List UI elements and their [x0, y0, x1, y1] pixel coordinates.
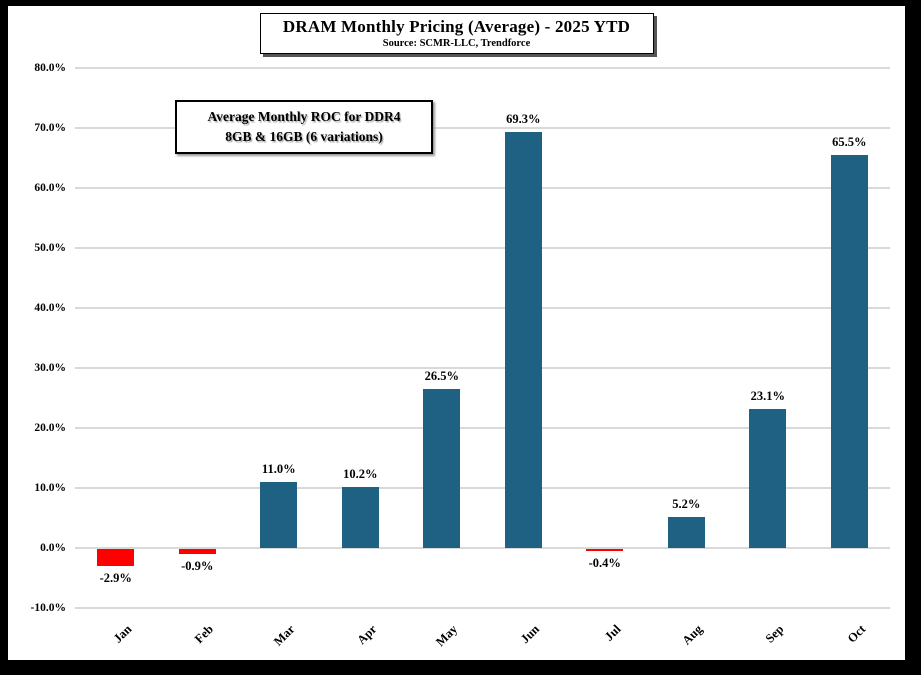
bar-aug: [667, 516, 705, 548]
gridline-30.0%: [75, 367, 890, 369]
chart-title: DRAM Monthly Pricing (Average) - 2025 YT…: [282, 17, 631, 36]
bar-oct: [830, 155, 868, 548]
plot-area: -10.0% 0.0% 10.0% 20.0% 30.0% 40.0% 50.0% 60.0%…: [8, 6, 905, 660]
bar-sep: [749, 409, 787, 548]
gridline-40.0%: [75, 307, 890, 309]
xtick-label-mar: Mar: [271, 622, 298, 649]
gridline-20.0%: [75, 427, 890, 429]
xtick-label-jun: Jun: [517, 622, 543, 647]
xtick-label-oct: Oct: [844, 622, 869, 646]
bar-value-label-oct: 65.5%: [832, 135, 867, 149]
ytick-label: 40.0%: [34, 302, 66, 314]
xtick-label-jul: Jul: [601, 622, 624, 644]
xtick-label-may: May: [433, 622, 461, 650]
bar-value-label-jun: 69.3%: [506, 112, 541, 127]
chart-source: Source: SCMR-LLC, Trendforce: [382, 38, 531, 49]
bar-value-label-jan: -2.9%: [99, 571, 132, 586]
gridline--10.0%: [75, 607, 890, 609]
ytick-label: 10.0%: [34, 482, 66, 494]
ytick-label: 30.0%: [34, 362, 66, 374]
xtick-label-feb: Feb: [192, 622, 217, 647]
bar-jun: [504, 132, 542, 548]
ytick-label: -10.0%: [30, 602, 66, 614]
bar-mar: [260, 482, 298, 548]
xtick-label-jan: Jan: [110, 622, 135, 646]
chart-canvas: DRAM Monthly Pricing (Average) - 2025 YT…: [8, 6, 905, 660]
gridline-0.0%: [75, 547, 890, 549]
ytick-label: 50.0%: [34, 242, 66, 254]
gridline-80.0%: [75, 67, 890, 69]
gridline-10.0%: [75, 487, 890, 489]
ytick-label: 70.0%: [34, 122, 66, 134]
bar-value-label-sep: 23.1%: [750, 389, 785, 404]
gridline-50.0%: [75, 247, 890, 249]
xtick-label-sep: Sep: [762, 622, 787, 646]
ytick-label: 80.0%: [34, 62, 66, 74]
bar-jul: [586, 549, 624, 552]
bar-jan: [97, 549, 135, 567]
bar-value-label-may: 26.5%: [424, 369, 459, 383]
xtick-label-aug: Aug: [679, 622, 706, 648]
ytick-label: 60.0%: [34, 182, 66, 194]
bar-feb: [178, 549, 216, 555]
bar-value-label-aug: 5.2%: [672, 496, 701, 511]
xtick-label-apr: Apr: [354, 622, 380, 648]
bar-value-label-mar: 11.0%: [261, 462, 296, 476]
annotation-line1: Average Monthly ROC for DDR4: [207, 109, 401, 124]
bar-value-label-jul: -0.4%: [588, 556, 621, 571]
ytick-label: 0.0%: [40, 542, 66, 554]
gridline-60.0%: [75, 187, 890, 189]
gridline-70.0%: [75, 127, 890, 129]
bar-value-label-feb: -0.9%: [181, 559, 214, 574]
bar-value-label-apr: 10.2%: [343, 466, 378, 481]
annotation-line2: 8GB & 16GB (6 variations): [225, 128, 383, 144]
bar-may: [423, 389, 461, 548]
ytick-label: 20.0%: [34, 422, 66, 434]
bar-apr: [341, 486, 379, 548]
annotation-box: Average Monthly ROC for DDR4 8GB & 16GB …: [175, 100, 433, 155]
chart-title-box: DRAM Monthly Pricing (Average) - 2025 YT…: [259, 13, 654, 54]
